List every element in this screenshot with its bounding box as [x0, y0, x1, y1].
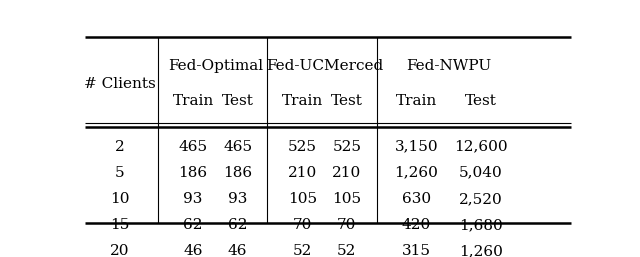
Text: Test: Test [465, 94, 497, 108]
Text: 105: 105 [332, 192, 362, 206]
Text: 186: 186 [223, 166, 252, 180]
Text: 105: 105 [287, 192, 317, 206]
Text: 420: 420 [402, 218, 431, 232]
Text: 210: 210 [287, 166, 317, 180]
Text: Fed-NWPU: Fed-NWPU [406, 59, 491, 74]
Text: 465: 465 [179, 140, 207, 154]
Text: 525: 525 [288, 140, 317, 154]
Text: Train: Train [172, 94, 214, 108]
Text: 2,520: 2,520 [459, 192, 502, 206]
Text: 5: 5 [115, 166, 125, 180]
Text: 1,260: 1,260 [394, 166, 438, 180]
Text: 2: 2 [115, 140, 125, 154]
Text: 12,600: 12,600 [454, 140, 508, 154]
Text: Train: Train [396, 94, 437, 108]
Text: 46: 46 [183, 244, 203, 257]
Text: 465: 465 [223, 140, 252, 154]
Text: 52: 52 [337, 244, 356, 257]
Text: Train: Train [282, 94, 323, 108]
Text: 93: 93 [184, 192, 203, 206]
Text: 62: 62 [228, 218, 248, 232]
Text: 62: 62 [183, 218, 203, 232]
Text: 1,260: 1,260 [459, 244, 502, 257]
Text: 20: 20 [110, 244, 129, 257]
Text: 15: 15 [110, 218, 129, 232]
Text: 5,040: 5,040 [459, 166, 502, 180]
Text: 525: 525 [332, 140, 362, 154]
Text: Test: Test [222, 94, 253, 108]
Text: 3,150: 3,150 [394, 140, 438, 154]
Text: Fed-UCMerced: Fed-UCMerced [266, 59, 383, 74]
Text: Test: Test [331, 94, 363, 108]
Text: 70: 70 [292, 218, 312, 232]
Text: 46: 46 [228, 244, 248, 257]
Text: 315: 315 [402, 244, 431, 257]
Text: Fed-Optimal: Fed-Optimal [168, 59, 263, 74]
Text: 70: 70 [337, 218, 356, 232]
Text: # Clients: # Clients [84, 77, 156, 91]
Text: 210: 210 [332, 166, 362, 180]
Text: 1,680: 1,680 [459, 218, 502, 232]
Text: 93: 93 [228, 192, 248, 206]
Text: 630: 630 [402, 192, 431, 206]
Text: 52: 52 [292, 244, 312, 257]
Text: 10: 10 [110, 192, 129, 206]
Text: 186: 186 [179, 166, 207, 180]
